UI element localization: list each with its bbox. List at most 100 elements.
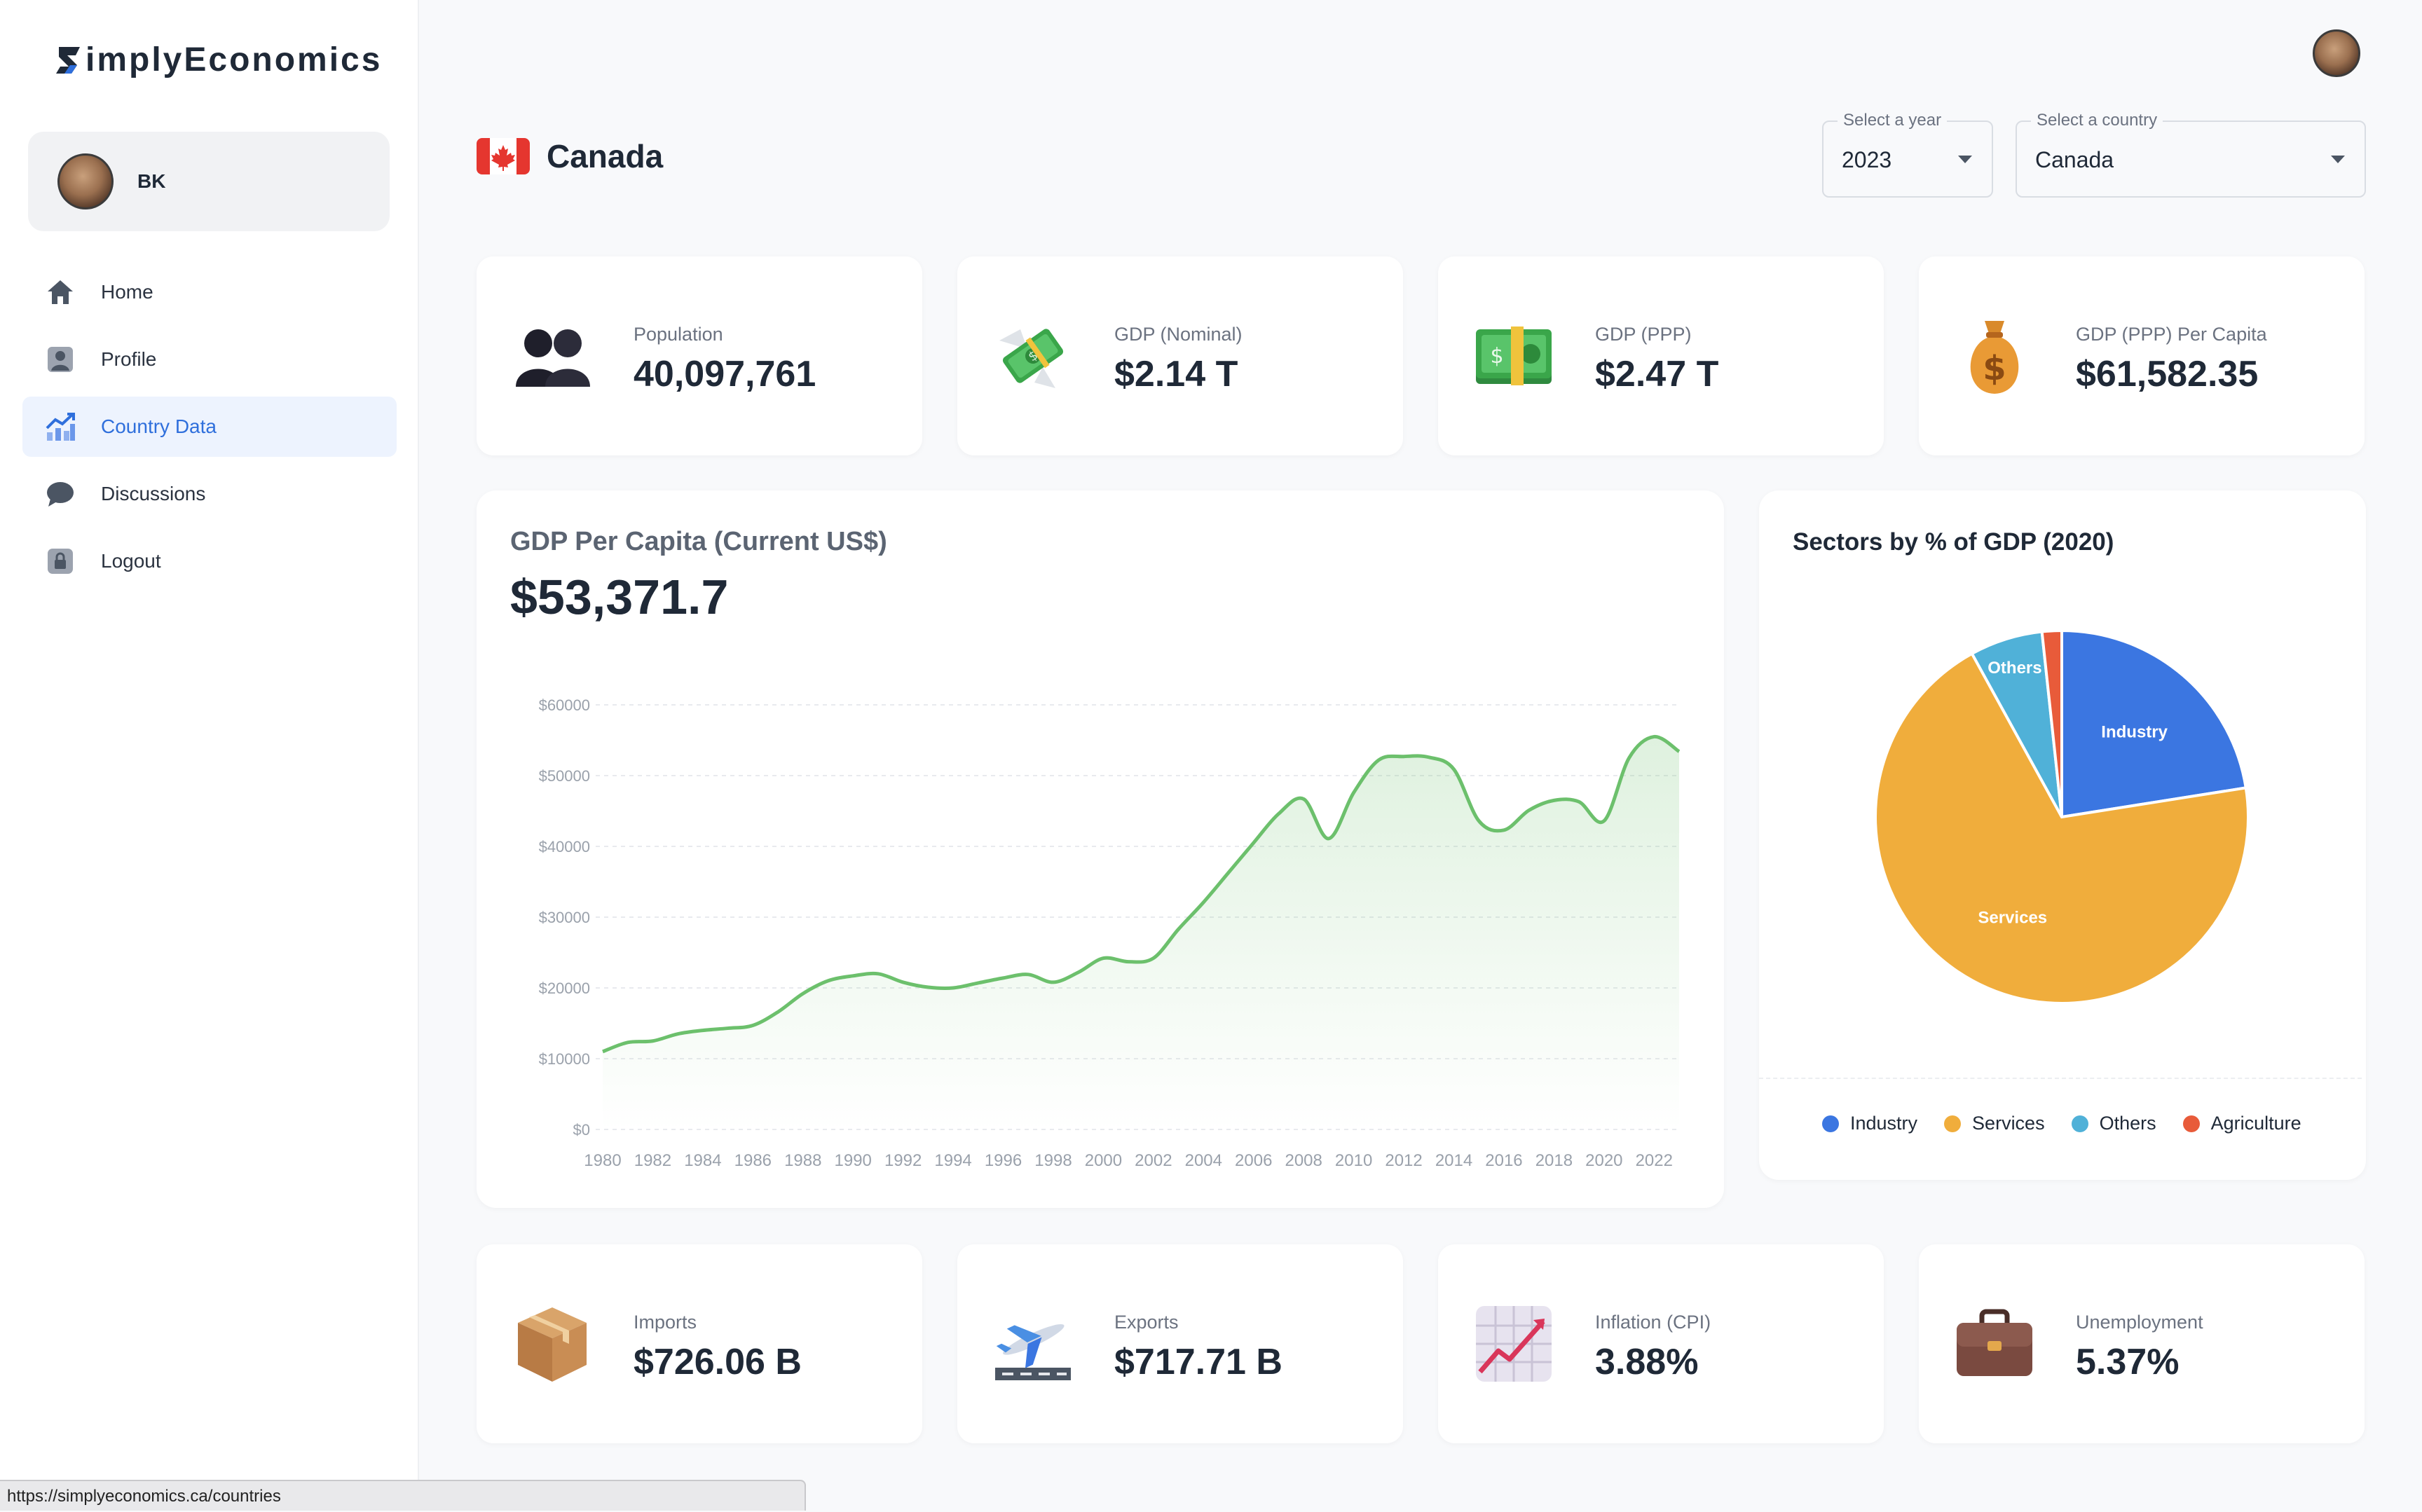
stat-card-gdp-ppp-per-capita: $ GDP (PPP) Per Capita $61,582.35 — [1919, 256, 2365, 455]
browser-status-bar: https://simplyeconomics.ca/countries — [0, 1480, 806, 1511]
x-tick-label: 1988 — [784, 1151, 821, 1170]
profile-icon — [45, 344, 76, 375]
sidebar-item-label: Logout — [101, 550, 161, 572]
y-tick-label: $40000 — [539, 838, 590, 855]
pie-slice-label: Industry — [2101, 723, 2168, 742]
sidebar-item-label: Country Data — [101, 415, 217, 437]
gdp-per-capita-chart: $0 $10000 $20000 $30000 $40000 $50000 $60000 19… — [539, 696, 1681, 1170]
sectors-pie-panel: Sectors by % of GDP (2020) Industry Servi… — [1759, 490, 2366, 1180]
stat-card-population: Population 40,097,761 — [477, 256, 922, 455]
y-tick-label: $10000 — [539, 1050, 590, 1068]
stat-value: 3.88% — [1595, 1342, 1699, 1382]
pie-slice-industry — [2060, 628, 2248, 819]
sidebar-item-home[interactable]: Home — [22, 262, 397, 322]
sidebar-item-discussions[interactable]: Discussions — [22, 464, 397, 524]
legend-item-services[interactable]: Services — [1944, 1113, 2045, 1134]
stat-label: Population — [634, 324, 723, 345]
chat-bubble-icon — [45, 479, 76, 509]
stat-card-inflation: Inflation (CPI) 3.88% — [1438, 1244, 1884, 1443]
stat-label: GDP (Nominal) — [1114, 324, 1243, 345]
sidebar-item-country-data[interactable]: Country Data — [22, 397, 397, 457]
package-icon — [512, 1303, 593, 1384]
x-tick-label: 1992 — [884, 1151, 922, 1170]
x-tick-label: 1982 — [634, 1151, 671, 1170]
stat-card-unemployment: Unemployment 5.37% — [1919, 1244, 2365, 1443]
y-tick-label: $60000 — [539, 696, 590, 714]
x-tick-label: 1990 — [835, 1151, 872, 1170]
legend-label: Agriculture — [2210, 1113, 2301, 1134]
x-tick-label: 1984 — [684, 1151, 721, 1170]
stat-value: $2.14 T — [1114, 354, 1238, 394]
pie-legend: Industry Services Others Agriculture — [1822, 1113, 2328, 1134]
dropdown-caret-icon — [1958, 156, 1972, 163]
chart-increasing-icon — [1473, 1303, 1554, 1384]
country-select[interactable]: Select a country Canada — [2016, 111, 2366, 198]
page-title: Canada — [477, 137, 663, 175]
x-tick-label: 2022 — [1636, 1151, 1673, 1170]
user-card[interactable]: BK — [28, 132, 390, 231]
gdp-series-line — [602, 734, 1681, 1054]
sidebar-nav: Home Profile Country Data Discussions Lo… — [22, 262, 397, 598]
lock-icon — [45, 546, 76, 577]
sidebar: implyEconomics BK Home Profile Country D… — [0, 0, 419, 1511]
legend-dot — [1944, 1115, 1962, 1132]
svg-text:$: $ — [1983, 349, 2006, 388]
year-select[interactable]: Select a year 2023 — [1822, 111, 1993, 198]
x-tick-label: 1994 — [934, 1151, 971, 1170]
x-tick-label: 2016 — [1485, 1151, 1522, 1170]
y-tick-label: $30000 — [539, 909, 590, 926]
x-tick-label: 1980 — [584, 1151, 621, 1170]
x-tick-label: 2006 — [1235, 1151, 1272, 1170]
stat-value: 40,097,761 — [634, 354, 816, 394]
logo-text: implyEconomics — [85, 41, 383, 78]
dropdown-caret-icon — [2331, 156, 2345, 163]
stat-label: Exports — [1114, 1312, 1179, 1333]
legend-item-others[interactable]: Others — [2071, 1113, 2156, 1134]
country-select-value: Canada — [2035, 147, 2114, 172]
gdp-panel-value: $53,371.7 — [510, 570, 729, 624]
people-silhouette-icon — [512, 315, 593, 397]
x-tick-label: 2012 — [1385, 1151, 1422, 1170]
year-select-value: 2023 — [1842, 147, 1892, 172]
legend-dot — [1822, 1115, 1839, 1132]
pie-divider — [1759, 1078, 2362, 1079]
x-tick-label: 1998 — [1034, 1151, 1072, 1170]
banknote-icon: $ — [1473, 315, 1554, 397]
country-name: Canada — [547, 138, 664, 174]
legend-label: Industry — [1850, 1113, 1918, 1134]
y-tick-label: $0 — [573, 1121, 590, 1139]
sidebar-item-logout[interactable]: Logout — [22, 531, 397, 591]
app-logo[interactable]: implyEconomics — [53, 41, 382, 79]
pie-slice-agriculture — [2040, 628, 2063, 818]
pie-panel-title: Sectors by % of GDP (2020) — [1793, 528, 2114, 556]
stat-label: Imports — [634, 1312, 697, 1333]
country-select-label: Select a country — [2031, 111, 2163, 130]
money-bag-icon: $ — [1954, 315, 2035, 397]
x-tick-label: 2004 — [1185, 1151, 1222, 1170]
svg-text:$: $ — [1490, 344, 1503, 369]
legend-dot — [2182, 1115, 2200, 1132]
sidebar-item-profile[interactable]: Profile — [22, 329, 397, 390]
user-avatar — [57, 153, 114, 209]
x-tick-label: 2010 — [1335, 1151, 1372, 1170]
legend-item-agriculture[interactable]: Agriculture — [2182, 1113, 2301, 1134]
x-tick-label: 1986 — [734, 1151, 772, 1170]
chart-icon — [45, 411, 76, 442]
stat-value: $61,582.35 — [2076, 354, 2259, 394]
sectors-pie-chart: Industry Services Others — [1874, 628, 2250, 1005]
stat-card-gdp-ppp: $ GDP (PPP) $2.47 T — [1438, 256, 1884, 455]
sidebar-item-label: Discussions — [101, 483, 206, 504]
year-select-label: Select a year — [1838, 111, 1948, 130]
pie-slice-services — [1874, 652, 2250, 1005]
gdp-panel-title: GDP Per Capita (Current US$) — [510, 527, 887, 556]
money-with-wings-icon: $ — [992, 315, 1074, 397]
user-name: BK — [137, 170, 166, 192]
legend-item-industry[interactable]: Industry — [1822, 1113, 1917, 1134]
stat-label: Inflation (CPI) — [1595, 1312, 1711, 1333]
y-tick-label: $20000 — [539, 980, 590, 997]
account-avatar[interactable] — [2313, 29, 2360, 77]
pie-slice-label: Services — [1978, 908, 2047, 927]
stat-card-gdp-nominal: $ GDP (Nominal) $2.14 T — [957, 256, 1403, 455]
pie-slice-label: Others — [1987, 659, 2041, 678]
stat-label: Unemployment — [2076, 1312, 2203, 1333]
